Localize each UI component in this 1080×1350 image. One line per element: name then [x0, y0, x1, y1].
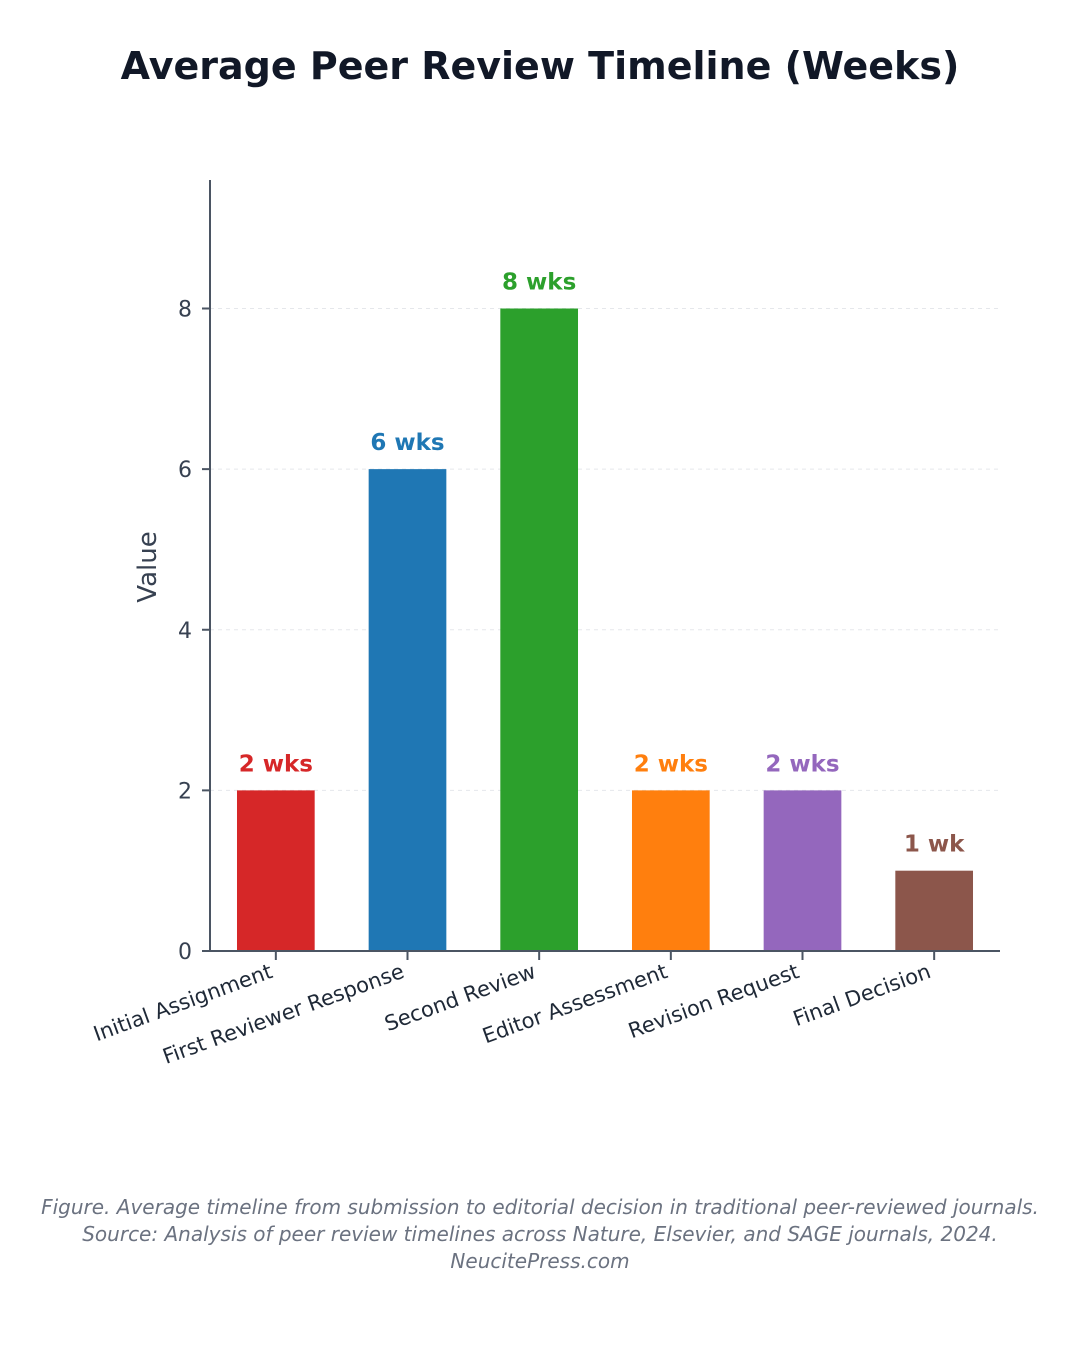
bar	[236, 790, 315, 951]
caption-line-3: NeucitePress.com	[450, 1249, 630, 1273]
caption-line-1: Figure. Average timeline from submission…	[41, 1195, 1039, 1219]
y-tick-label: 6	[178, 458, 192, 483]
bars: 2 wks 6 wks 8 wks 2 wks 2 wks 1 wk	[236, 270, 974, 951]
y-tick-label: 2	[178, 779, 192, 804]
bar	[500, 308, 579, 951]
y-axis-label: Value	[133, 531, 163, 602]
bar	[368, 469, 447, 951]
bar	[763, 790, 842, 951]
bar-value-label: 8 wks	[502, 270, 576, 296]
y-tick-label: 0	[178, 940, 192, 965]
x-tick-label: Final Decision	[790, 959, 934, 1031]
bar-value-label: 1 wk	[904, 832, 965, 858]
x-tick-label: First Reviewer Response	[159, 959, 407, 1069]
bar-value-label: 2 wks	[765, 751, 839, 777]
gridlines	[210, 308, 1000, 791]
bar	[631, 790, 710, 951]
bar	[895, 870, 974, 951]
figure-caption: Figure. Average timeline from submission…	[0, 1194, 1080, 1275]
chart-title: Average Peer Review Timeline (Weeks)	[120, 44, 960, 88]
bar-value-label: 6 wks	[370, 430, 444, 456]
y-tick-label: 4	[178, 619, 192, 644]
caption-line-2: Source: Analysis of peer review timeline…	[82, 1222, 998, 1246]
bar-value-label: 2 wks	[634, 751, 708, 777]
bar-value-label: 2 wks	[239, 751, 313, 777]
y-tick-label: 8	[178, 298, 192, 323]
